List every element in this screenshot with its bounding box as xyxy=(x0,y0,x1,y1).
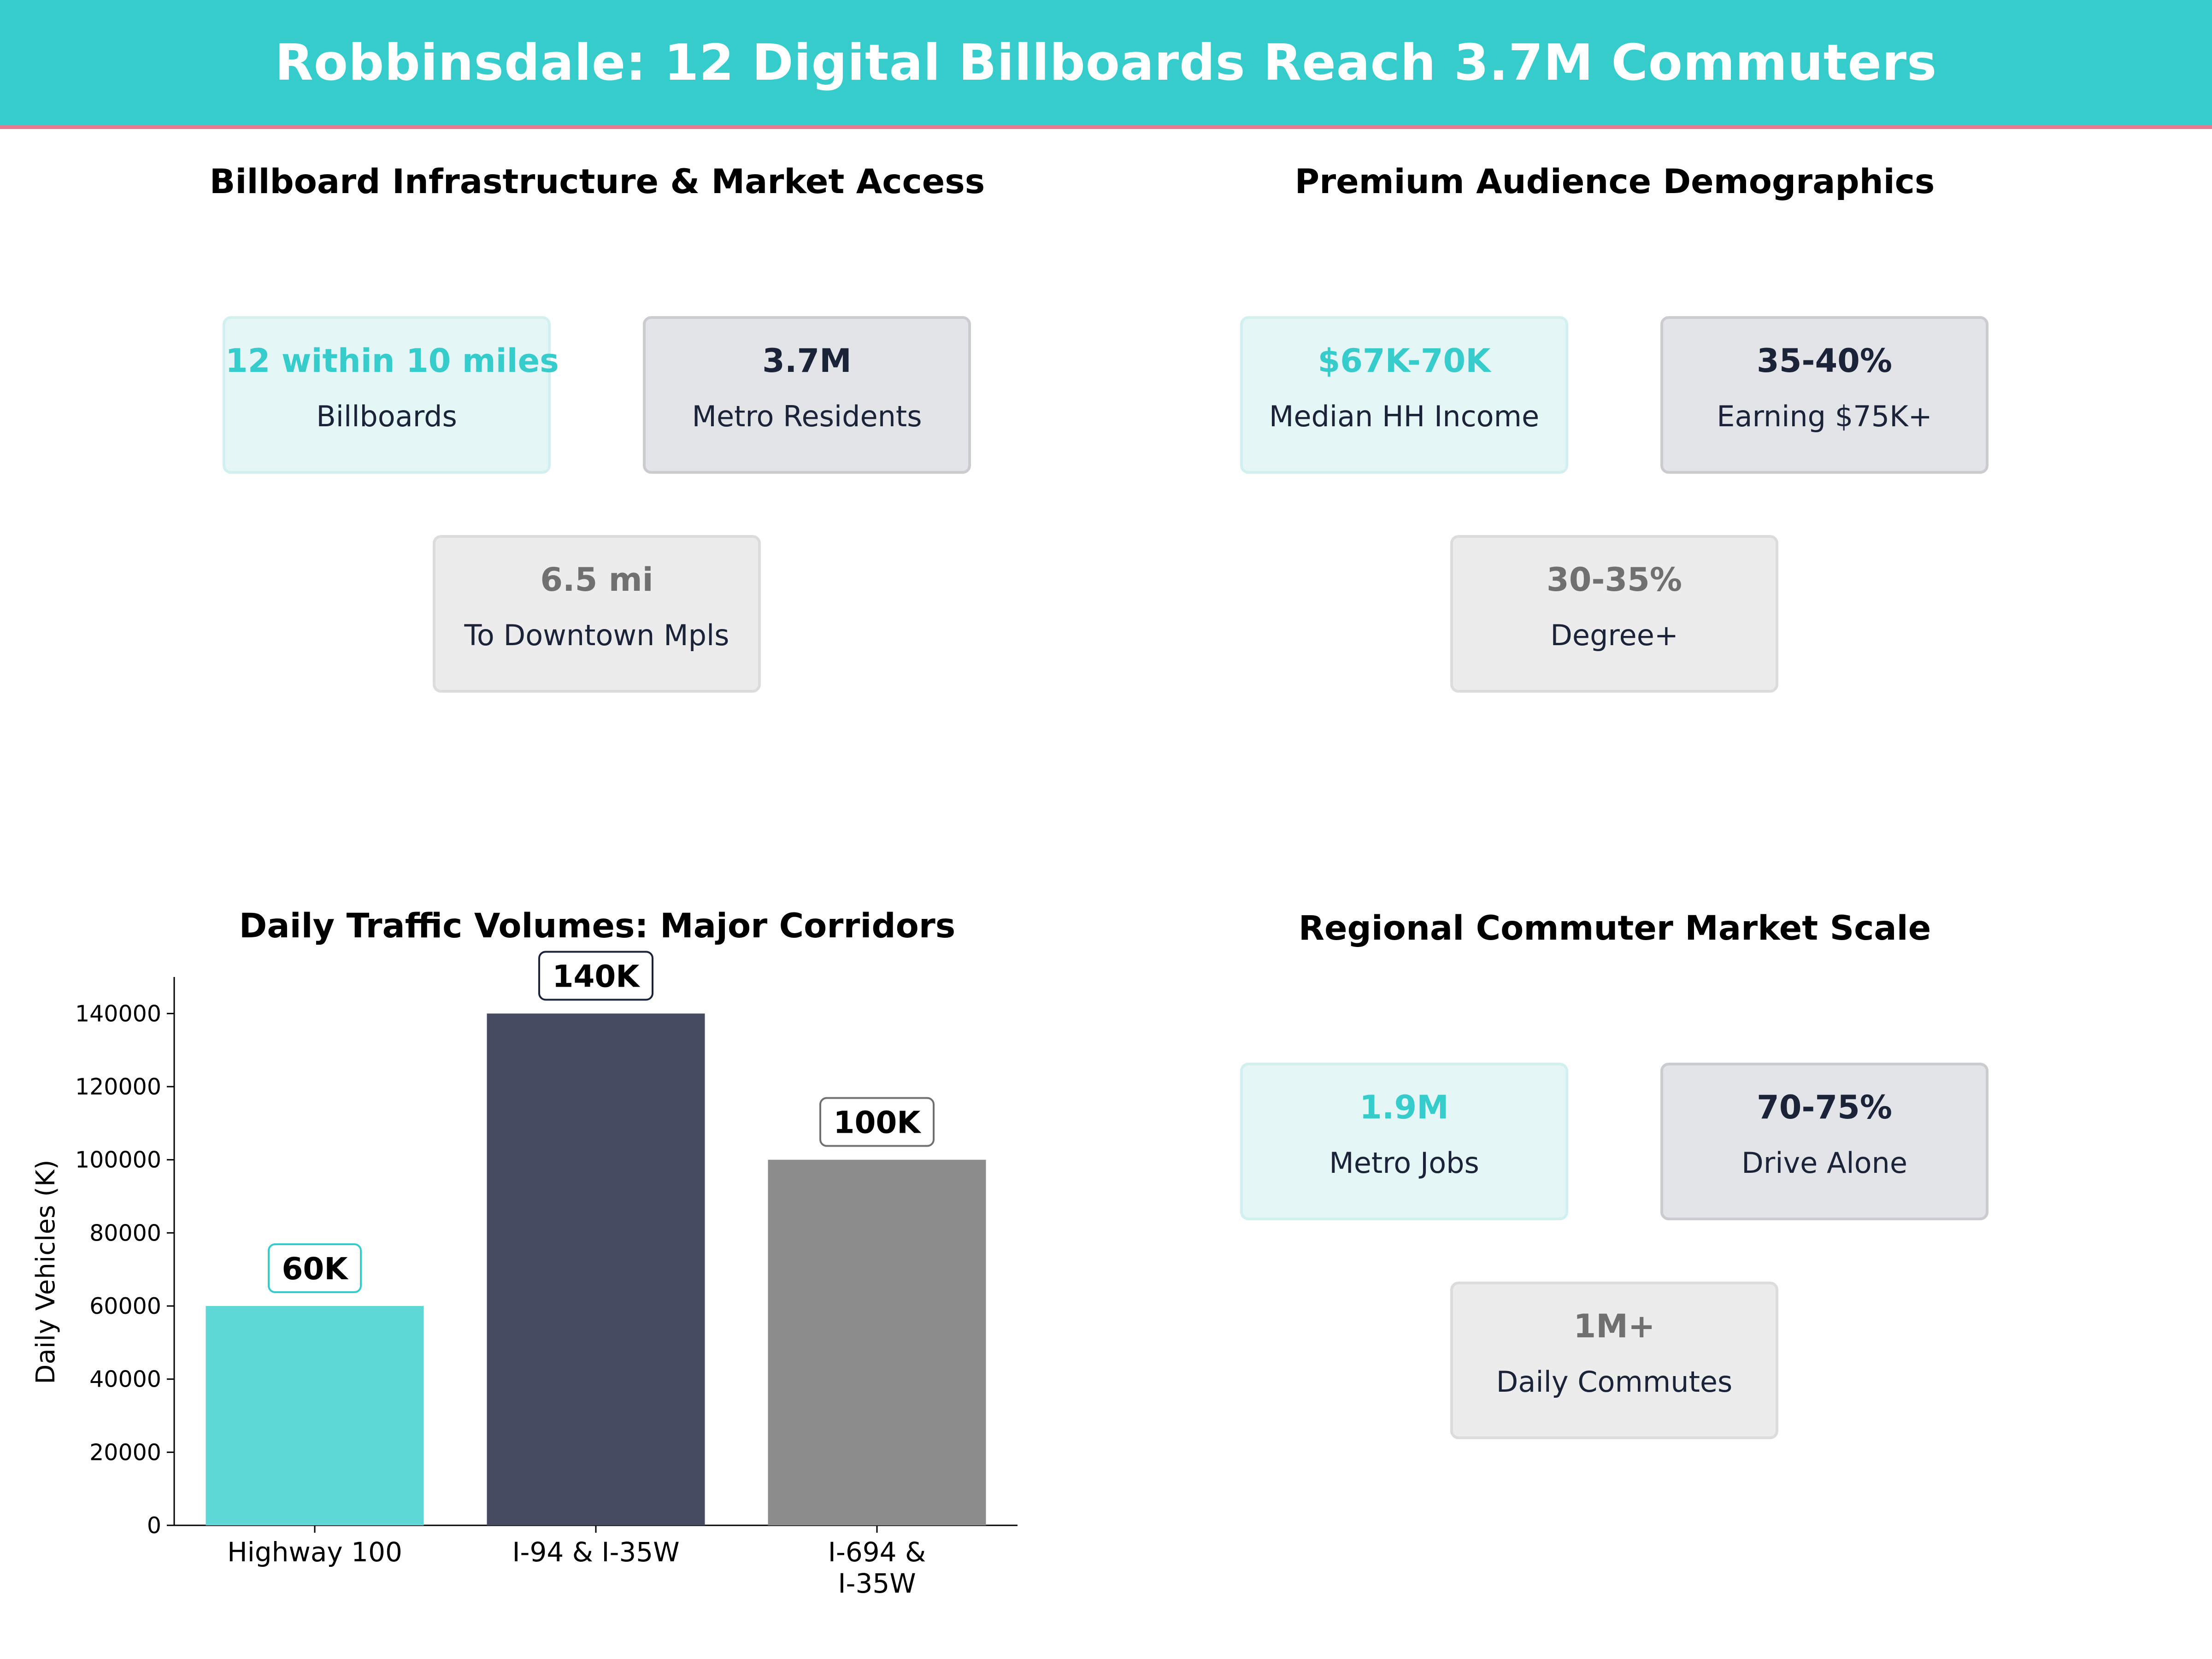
degree-label: Degree+ xyxy=(1550,618,1678,652)
degree-card: 30-35% Degree+ xyxy=(1450,535,1778,693)
y-tick-label: 80000 xyxy=(89,1220,161,1246)
y-tick-label: 20000 xyxy=(89,1439,161,1465)
y-tick-label: 0 xyxy=(147,1512,161,1539)
data-label-box xyxy=(268,1243,362,1293)
drive-alone-value: 70-75% xyxy=(1756,1088,1892,1126)
median-income-label: Median HH Income xyxy=(1269,400,1540,433)
data-label-box xyxy=(819,1097,935,1147)
billboards-card: 12 within 10 miles Billboards xyxy=(223,316,559,474)
metro-residents-card: 3.7M Metro Residents xyxy=(643,316,971,474)
degree-value: 30-35% xyxy=(1546,561,1682,599)
bar xyxy=(206,1306,424,1525)
high-earners-value: 35-40% xyxy=(1756,342,1892,380)
data-label: 140K xyxy=(553,959,641,994)
metro-residents-value: 3.7M xyxy=(762,342,852,380)
y-tick-label: 120000 xyxy=(75,1074,161,1100)
infrastructure-panel-title: Billboard Infrastructure & Market Access xyxy=(209,162,985,201)
downtown-distance-card: 6.5 mi To Downtown Mpls xyxy=(433,535,761,693)
median-income-value: $67K-70K xyxy=(1318,342,1491,380)
downtown-distance-value: 6.5 mi xyxy=(540,561,653,599)
daily-commutes-card: 1M+ Daily Commutes xyxy=(1450,1282,1778,1439)
y-tick-label: 100000 xyxy=(75,1147,161,1173)
x-tick-label: I-94 & I-35W xyxy=(512,1536,679,1568)
billboards-label: Billboards xyxy=(316,400,457,433)
data-label-box xyxy=(538,951,653,1001)
high-earners-label: Earning $75K+ xyxy=(1717,400,1932,433)
daily-commutes-label: Daily Commutes xyxy=(1496,1365,1733,1399)
downtown-distance-label: To Downtown Mpls xyxy=(464,618,729,652)
page-title: Robbinsdale: 12 Digital Billboards Reach… xyxy=(275,34,1937,92)
x-tick-label: I-35W xyxy=(838,1568,916,1599)
billboards-value: 12 within 10 miles xyxy=(225,342,559,380)
chart-title: Daily Traffic Volumes: Major Corridors xyxy=(239,906,955,946)
metro-residents-label: Metro Residents xyxy=(692,400,922,433)
demographics-panel-title: Premium Audience Demographics xyxy=(1294,162,1935,201)
x-tick-label: I-694 & xyxy=(828,1536,926,1568)
bar xyxy=(487,1013,705,1525)
x-tick-label: Highway 100 xyxy=(227,1536,402,1568)
y-tick-label: 40000 xyxy=(89,1366,161,1393)
high-earners-card: 35-40% Earning $75K+ xyxy=(1660,316,1988,474)
metro-jobs-card: 1.9M Metro Jobs xyxy=(1240,1063,1568,1220)
commuter-panel-title: Regional Commuter Market Scale xyxy=(1298,909,1931,948)
median-income-card: $67K-70K Median HH Income xyxy=(1240,316,1568,474)
drive-alone-label: Drive Alone xyxy=(1741,1146,1907,1180)
header-banner: Robbinsdale: 12 Digital Billboards Reach… xyxy=(0,0,2212,129)
data-label: 60K xyxy=(282,1251,349,1287)
data-label: 100K xyxy=(834,1105,922,1141)
daily-commutes-value: 1M+ xyxy=(1573,1307,1655,1345)
bar xyxy=(768,1159,986,1525)
metro-jobs-label: Metro Jobs xyxy=(1329,1146,1479,1180)
drive-alone-card: 70-75% Drive Alone xyxy=(1660,1063,1988,1220)
y-tick-label: 140000 xyxy=(75,1000,161,1027)
y-tick-label: 60000 xyxy=(89,1293,161,1319)
y-axis-label: Daily Vehicles (K) xyxy=(31,1159,61,1384)
metro-jobs-value: 1.9M xyxy=(1359,1088,1449,1126)
